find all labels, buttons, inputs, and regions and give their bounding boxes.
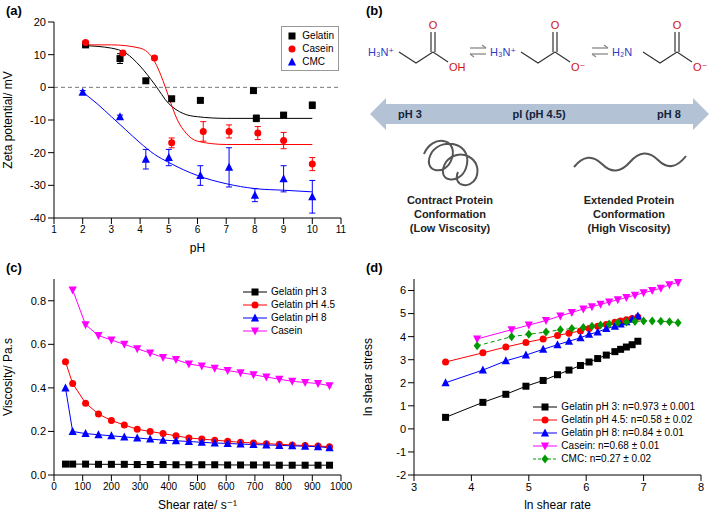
svg-text:Shear rate/ s⁻¹: Shear rate/ s⁻¹	[158, 498, 237, 511]
svg-text:Zeta potential/ mV: Zeta potential/ mV	[2, 71, 15, 168]
html-text:CMC: n=0.27 ± 0.02: CMC: n=0.27 ± 0.02	[561, 453, 652, 464]
svg-text:Viscosity/ Pa.s: Viscosity/ Pa.s	[2, 338, 15, 416]
svg-text:Contract ProteinConformation(L: Contract ProteinConformation(Low Viscosi…	[407, 194, 493, 234]
svg-text:0: 0	[40, 81, 46, 93]
svg-text:5: 5	[526, 481, 532, 493]
html-text:(d): (d)	[366, 260, 383, 275]
svg-text:6: 6	[195, 224, 201, 235]
svg-text:7: 7	[641, 481, 647, 493]
svg-text:-40: -40	[30, 212, 46, 224]
html-text:CMC: CMC	[302, 56, 326, 67]
html-text:(c): (c)	[6, 260, 22, 275]
svg-text:600: 600	[218, 481, 235, 492]
svg-text:0: 0	[400, 423, 406, 435]
svg-text:1000: 1000	[330, 481, 353, 492]
html-text:Gelatin: Gelatin	[302, 30, 334, 41]
svg-text:pI (pH 4.5): pI (pH 4.5)	[512, 108, 566, 120]
svg-text:200: 200	[103, 481, 120, 492]
svg-text:1: 1	[51, 224, 57, 235]
svg-text:pH 3: pH 3	[398, 108, 422, 120]
svg-text:800: 800	[275, 481, 292, 492]
svg-text:500: 500	[189, 481, 206, 492]
svg-text:pH 8: pH 8	[657, 108, 681, 120]
svg-text:-1: -1	[396, 446, 406, 458]
svg-text:ln shear stress: ln shear stress	[362, 338, 375, 416]
svg-text:0.6: 0.6	[31, 338, 46, 350]
svg-text:4: 4	[468, 481, 474, 493]
svg-text:700: 700	[247, 481, 264, 492]
svg-text:0: 0	[51, 481, 57, 492]
svg-text:100: 100	[74, 481, 91, 492]
svg-text:20: 20	[34, 16, 46, 28]
svg-text:ln shear rate: ln shear rate	[524, 498, 591, 511]
svg-text:8: 8	[252, 224, 258, 235]
svg-text:1: 1	[400, 400, 406, 412]
svg-text:9: 9	[281, 224, 287, 235]
html-text:Gelatin pH 3: n=0.973 ± 0.001: Gelatin pH 3: n=0.973 ± 0.001	[561, 401, 695, 412]
svg-text:H₃N⁺: H₃N⁺	[490, 46, 516, 58]
svg-text:O⁻: O⁻	[693, 61, 708, 73]
html-text:Gelatin pH 8: Gelatin pH 8	[271, 312, 327, 323]
html-text:(a): (a)	[6, 3, 22, 18]
svg-text:7: 7	[223, 224, 229, 235]
svg-text:-10: -10	[30, 114, 46, 126]
html-text:Casein: n=0.68 ± 0.01: Casein: n=0.68 ± 0.01	[561, 440, 660, 451]
svg-text:0.4: 0.4	[31, 382, 46, 394]
svg-text:6: 6	[583, 481, 589, 493]
svg-text:10: 10	[34, 49, 46, 61]
html-text:Casein: Casein	[302, 43, 334, 54]
svg-text:300: 300	[132, 481, 149, 492]
svg-text:6: 6	[400, 284, 406, 296]
html-text:(b): (b)	[366, 3, 383, 18]
svg-text:-2: -2	[396, 469, 406, 481]
svg-text:400: 400	[160, 481, 177, 492]
svg-text:11: 11	[336, 224, 347, 235]
svg-text:O: O	[551, 19, 560, 31]
svg-text:H₃N⁺: H₃N⁺	[368, 46, 394, 58]
svg-text:10: 10	[307, 224, 319, 235]
svg-text:0.8: 0.8	[31, 295, 46, 307]
html-text:Gelatin pH 3: Gelatin pH 3	[271, 286, 327, 297]
svg-text:8: 8	[698, 481, 704, 493]
svg-text:-20: -20	[30, 147, 46, 159]
svg-text:0.2: 0.2	[31, 425, 46, 437]
svg-text:3: 3	[109, 224, 115, 235]
svg-text:4: 4	[137, 224, 143, 235]
svg-text:O: O	[673, 19, 682, 31]
svg-text:0.0: 0.0	[31, 469, 46, 481]
svg-text:O⁻: O⁻	[571, 61, 586, 73]
html-text:Gelatin pH 4.5: n=0.58 ± 0.02: Gelatin pH 4.5: n=0.58 ± 0.02	[561, 414, 693, 425]
svg-text:5: 5	[400, 307, 406, 319]
html-text:Gelatin pH 4.5: Gelatin pH 4.5	[271, 299, 335, 310]
svg-text:900: 900	[304, 481, 321, 492]
svg-text:3: 3	[411, 481, 417, 493]
svg-text:OH: OH	[449, 61, 466, 73]
svg-text:pH: pH	[190, 241, 205, 254]
svg-text:3: 3	[400, 354, 406, 366]
svg-text:O: O	[429, 19, 438, 31]
svg-text:2: 2	[400, 377, 406, 389]
html-text:Casein: Casein	[271, 325, 303, 336]
html-text:Gelatin pH 8: n=0.84 ± 0.01: Gelatin pH 8: n=0.84 ± 0.01	[561, 427, 684, 438]
svg-text:H₂N: H₂N	[612, 46, 632, 58]
svg-text:-30: -30	[30, 179, 46, 191]
svg-text:2: 2	[80, 224, 86, 235]
svg-text:Extended ProteinConformation(H: Extended ProteinConformation(High Viscos…	[584, 194, 675, 234]
svg-text:5: 5	[166, 224, 172, 235]
svg-text:4: 4	[400, 331, 406, 343]
